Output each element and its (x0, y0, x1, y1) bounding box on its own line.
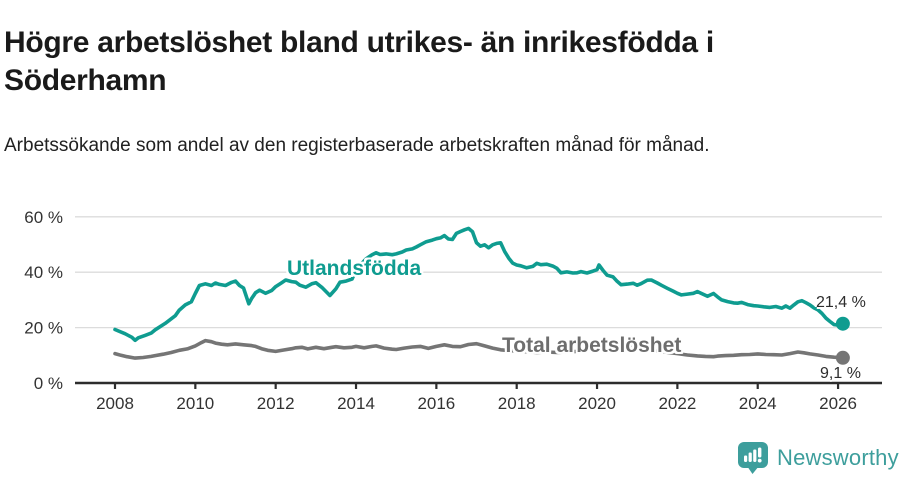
newsworthy-logo-icon (737, 441, 769, 474)
x-tick-label: 2020 (578, 394, 616, 413)
end-value-label-utlandsfodda: 21,4 % (816, 294, 866, 311)
page-title: Högre arbetslöshet bland utrikes- än inr… (4, 26, 714, 98)
end-dot-utlandsfodda (835, 316, 850, 331)
x-tick-label: 2010 (176, 394, 214, 413)
y-tick-label: 60 % (24, 208, 63, 227)
series-line-utlandsfodda (113, 226, 845, 343)
x-tick-label: 2016 (417, 394, 455, 413)
series-line-total (113, 338, 845, 360)
x-tick-label: 2008 (96, 394, 134, 413)
newsworthy-brand-text: Newsworthy (777, 444, 899, 470)
series-label-total-arbetsloshet: Total arbetslöshet (502, 334, 682, 357)
x-tick-label: 2018 (498, 394, 536, 413)
end-dot-total (835, 350, 850, 365)
y-tick-label: 40 % (24, 263, 63, 282)
x-tick-label: 2022 (658, 394, 696, 413)
x-tick-label: 2012 (257, 394, 295, 413)
y-tick-label: 20 % (24, 319, 63, 338)
x-tick-label: 2026 (819, 394, 857, 413)
end-value-label-total: 9,1 % (820, 365, 861, 382)
newsworthy-branding: Newsworthy (737, 441, 899, 474)
x-tick-label: 2024 (739, 394, 777, 413)
y-tick-label: 0 % (34, 374, 63, 393)
chart-subtitle: Arbetssökande som andel av den registerb… (4, 135, 710, 156)
x-tick-label: 2014 (337, 394, 375, 413)
series-label-utlandsfodda: Utlandsfödda (287, 257, 422, 280)
